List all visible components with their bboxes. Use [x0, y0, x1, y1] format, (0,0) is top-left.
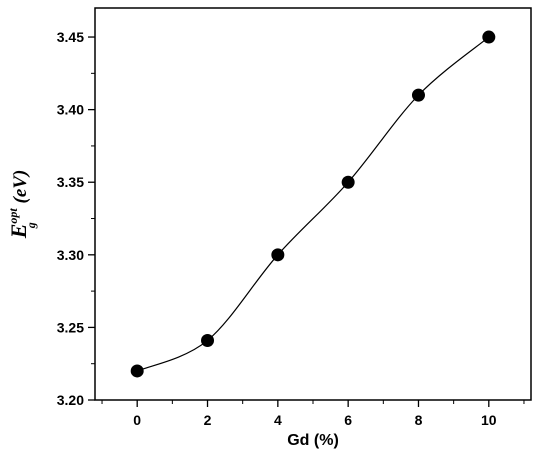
data-point	[482, 30, 496, 44]
y-tick-label: 3.30	[57, 247, 84, 263]
y-tick-label: 3.35	[57, 174, 84, 190]
y-tick-label: 3.20	[57, 392, 84, 408]
x-tick-label: 0	[133, 412, 141, 428]
x-axis-label: Gd (%)	[287, 432, 339, 449]
y-tick-label: 3.25	[57, 319, 84, 335]
data-point	[411, 88, 425, 102]
x-tick-label: 6	[344, 412, 352, 428]
x-tick-label: 8	[415, 412, 423, 428]
y-tick-labels: 3.20 3.25 3.30 3.35 3.40 3.45	[57, 29, 84, 408]
data-point	[130, 364, 144, 378]
y-tick-label: 3.40	[57, 102, 84, 118]
plot-frame	[94, 7, 532, 401]
fit-curve	[136, 36, 490, 372]
data-points	[130, 30, 496, 378]
data-point	[341, 175, 355, 189]
x-tick-label: 4	[274, 412, 282, 428]
x-tick-labels: 0 2 4 6 8 10	[133, 412, 497, 428]
x-tick-label: 2	[204, 412, 212, 428]
y-axis-label: Eoptg (eV)	[6, 170, 38, 240]
minor-ticks	[91, 72, 525, 404]
data-point	[201, 333, 215, 347]
major-ticks	[88, 36, 490, 407]
data-point	[271, 248, 285, 262]
y-tick-label: 3.45	[57, 29, 84, 45]
x-tick-label: 10	[481, 412, 497, 428]
